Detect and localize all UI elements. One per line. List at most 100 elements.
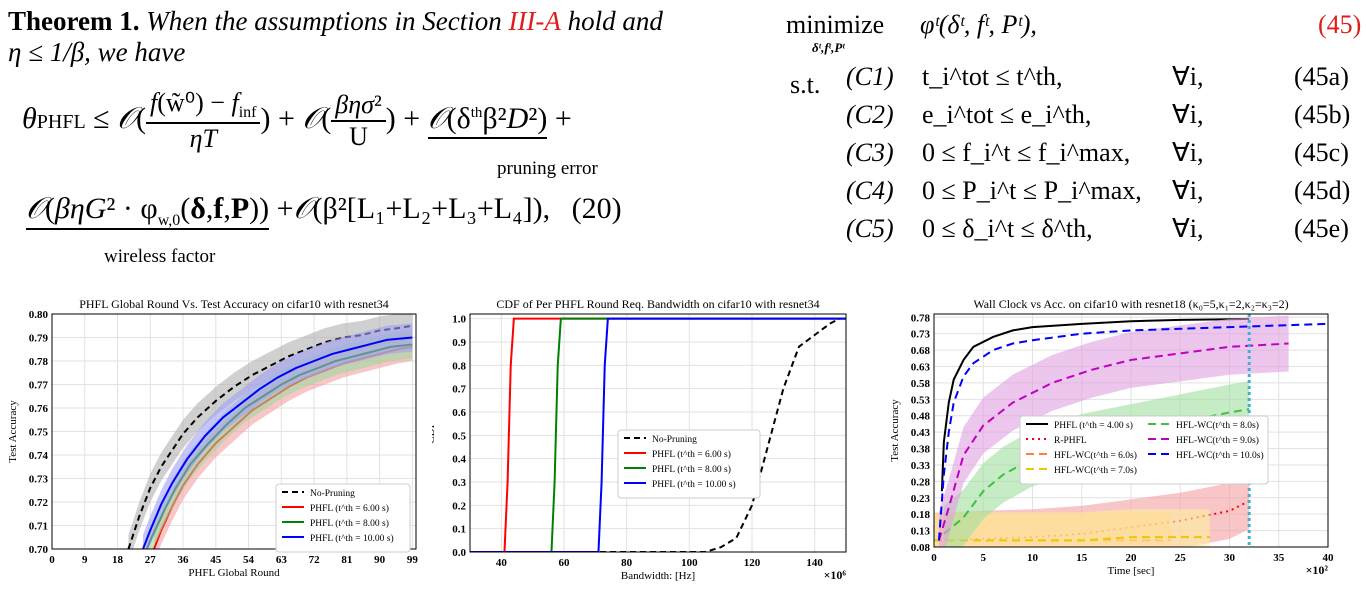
y-tick-label: 0.58 bbox=[911, 378, 931, 390]
y-tick-label: 0.72 bbox=[29, 497, 49, 509]
x-tick-label: 81 bbox=[341, 554, 352, 566]
y-tick-label: 0.7 bbox=[452, 384, 466, 396]
y-tick-label: 0.76 bbox=[29, 403, 49, 415]
constraint-label: (C5) bbox=[846, 214, 894, 243]
series-line bbox=[470, 317, 841, 552]
x-tick-label: 5 bbox=[981, 552, 987, 564]
x-tick-label: 60 bbox=[559, 557, 571, 569]
constraint-expr: 0 ≤ P_i^t ≤ P_i^max, bbox=[922, 176, 1142, 205]
x-axis-label: Bandwidth: [Hz] bbox=[621, 570, 695, 582]
legend-box bbox=[1019, 415, 1269, 485]
legend-entry: HFL-WC(t^th = 7.0s) bbox=[1054, 465, 1137, 476]
y-tick-label: 0.70 bbox=[29, 544, 49, 556]
x-tick-label: 18 bbox=[112, 554, 124, 566]
legend-entry: HFL-WC(t^th = 8.0s) bbox=[1176, 420, 1259, 431]
constraint-number: (45a) bbox=[1294, 62, 1349, 91]
series-line bbox=[934, 536, 1210, 542]
series-line bbox=[940, 317, 1250, 492]
x-tick-label: 100 bbox=[681, 557, 698, 569]
chart-title: CDF of Per PHFL Round Req. Bandwidth on … bbox=[496, 297, 819, 311]
x-tick-label: 27 bbox=[145, 554, 157, 566]
constraint-forall: ∀i, bbox=[1172, 100, 1204, 129]
constraint-forall: ∀i, bbox=[1172, 214, 1204, 243]
x-axis-multiplier: ×10⁶ bbox=[824, 568, 847, 582]
legend-entry: No-Pruning bbox=[310, 489, 355, 499]
y-tick-label: 0.53 bbox=[911, 394, 931, 406]
y-tick-label: 0.2 bbox=[452, 500, 466, 512]
legend-entry: PHFL (t^th = 10.00 s) bbox=[652, 479, 736, 490]
minimize-word: minimize bbox=[786, 10, 885, 39]
y-tick-label: 0.71 bbox=[29, 521, 48, 533]
legend-entry: PHFL (t^th = 6.00 s) bbox=[310, 503, 389, 514]
opt-subject-to: s.t. bbox=[790, 70, 821, 99]
theorem-text-a: When the assumptions in Section bbox=[146, 6, 502, 36]
x-tick-label: 40 bbox=[496, 557, 508, 569]
x-tick-label: 9 bbox=[82, 554, 88, 566]
theorem-condition: η ≤ 1/β, we have bbox=[8, 37, 186, 67]
legend-entry: R-PHFL bbox=[1054, 436, 1087, 446]
x-tick-label: 45 bbox=[210, 554, 222, 566]
opt-objective-number: (45) bbox=[1318, 10, 1362, 39]
plot-area bbox=[127, 314, 413, 549]
x-tick-label: 80 bbox=[621, 557, 633, 569]
series-line bbox=[937, 342, 1289, 541]
y-tick-label: 0.43 bbox=[911, 427, 931, 439]
x-tick-label: 0 bbox=[49, 554, 55, 566]
y-tick-label: 0.23 bbox=[911, 493, 931, 505]
y-tick-label: 0.6 bbox=[452, 407, 466, 419]
x-tick-label: 72 bbox=[309, 554, 321, 566]
section-ref-link[interactable]: III-A bbox=[508, 6, 561, 36]
y-axis-label: CDF bbox=[432, 422, 437, 443]
x-tick-label: 35 bbox=[1273, 552, 1285, 564]
bandwidth-cdf-chart: CDF of Per PHFL Round Req. Bandwidth on … bbox=[432, 297, 847, 582]
y-tick-label: 0.80 bbox=[29, 309, 49, 321]
constraint-expr: t_i^tot ≤ t^th, bbox=[922, 62, 1063, 91]
x-axis-multiplier: ×10² bbox=[1306, 563, 1329, 577]
constraint-list: (C1) t_i^tot ≤ t^th, ∀i, (45a) (C2) e_i^tot ≤… bbox=[0, 0, 1366, 260]
y-tick-label: 0.78 bbox=[29, 356, 49, 368]
x-axis-label: Time [sec] bbox=[1108, 565, 1155, 577]
opt-variables: δᵗ,fᵗ,Pᵗ bbox=[812, 40, 845, 55]
opt-minimize: minimize bbox=[786, 10, 884, 40]
plot-frame bbox=[469, 313, 847, 553]
y-tick-label: 0.8 bbox=[452, 360, 466, 372]
opt-objective: φᵗ(δᵗ, fᵗ, Pᵗ), bbox=[920, 10, 1037, 39]
x-tick-label: 90 bbox=[374, 554, 386, 566]
x-axis-label: PHFL Global Round bbox=[188, 567, 280, 579]
y-tick-label: 0.1 bbox=[452, 524, 466, 536]
legend-entry: PHFL (t^th = 4.00 s) bbox=[1054, 420, 1133, 431]
x-tick-label: 36 bbox=[178, 554, 190, 566]
constraint-number: (45b) bbox=[1294, 100, 1351, 129]
x-tick-label: 54 bbox=[243, 554, 255, 566]
x-tick-label: 63 bbox=[276, 554, 288, 566]
plot-area bbox=[470, 317, 846, 552]
y-tick-label: 0.13 bbox=[911, 526, 931, 538]
y-axis-label: Test Accuracy bbox=[889, 399, 901, 462]
y-tick-label: 0.3 bbox=[452, 477, 466, 489]
bound-equation-line2: 𝒪(βηG² · φw,0(δ,f,P)) +𝒪(β²[L₁+L₂+L₃+L₄]… bbox=[26, 192, 622, 230]
x-tick-label: 20 bbox=[1126, 552, 1138, 564]
series-line bbox=[934, 500, 1250, 542]
constraint-label: (C3) bbox=[846, 138, 894, 167]
legend-entry: HFL-WC(t^th = 9.0s) bbox=[1176, 435, 1259, 446]
x-tick-label: 0 bbox=[931, 552, 937, 564]
x-tick-label: 30 bbox=[1224, 552, 1236, 564]
y-tick-label: 0.68 bbox=[911, 345, 931, 357]
x-tick-label: 99 bbox=[407, 554, 419, 566]
series-line bbox=[142, 336, 413, 549]
pruning-error-label: pruning error bbox=[497, 158, 598, 179]
y-tick-label: 0.78 bbox=[911, 312, 931, 324]
wireless-factor-label: wireless factor bbox=[104, 246, 216, 267]
legend-box bbox=[275, 483, 411, 553]
y-tick-label: 0.28 bbox=[911, 476, 931, 488]
constraint-number: (45c) bbox=[1294, 138, 1349, 167]
series-confidence-band bbox=[938, 315, 1289, 547]
wallclock-vs-accuracy-chart: Wall Clock vs Acc. on cifar10 with resne… bbox=[889, 297, 1334, 577]
legend-entry: PHFL (t^th = 10.00 s) bbox=[310, 533, 394, 544]
x-tick-label: 10 bbox=[1027, 552, 1039, 564]
y-tick-label: 0.75 bbox=[29, 427, 49, 439]
x-tick-label: 15 bbox=[1076, 552, 1088, 564]
series-line bbox=[470, 317, 846, 552]
series-confidence-band bbox=[143, 323, 413, 549]
y-tick-label: 1.0 bbox=[452, 314, 466, 326]
